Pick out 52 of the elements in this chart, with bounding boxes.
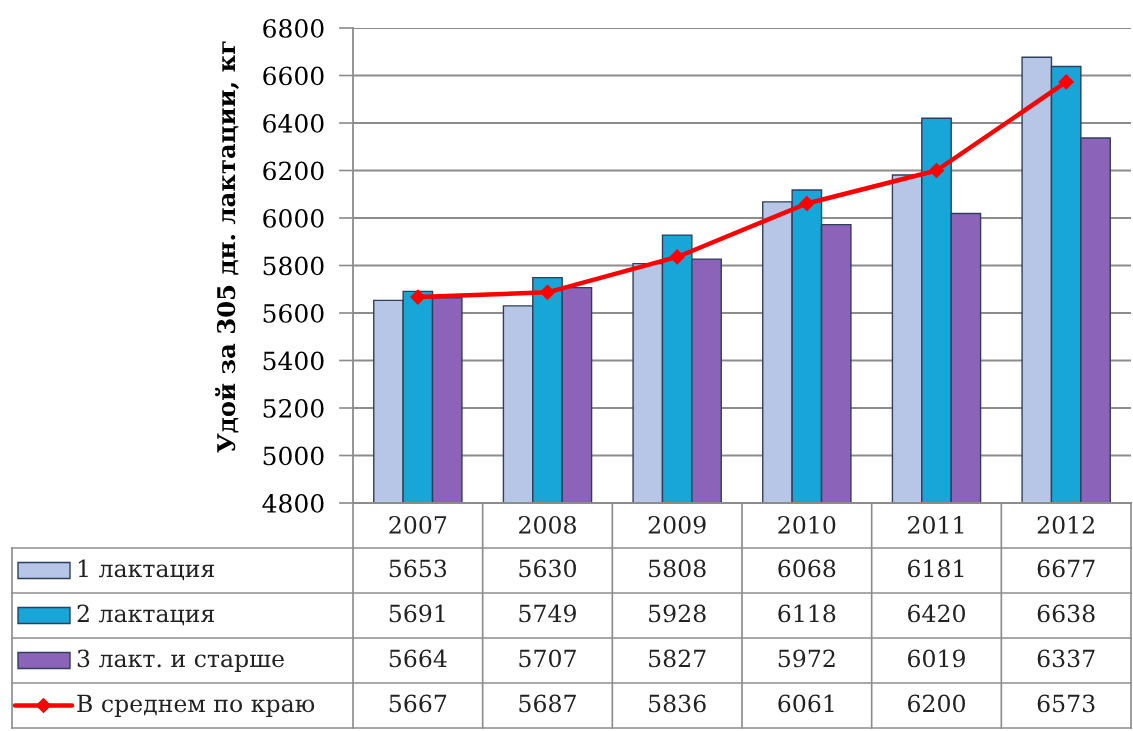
data-label: 5687	[519, 694, 576, 713]
data-label: 6677	[1037, 559, 1095, 578]
y-tick-label: 5600	[263, 303, 324, 323]
data-label: 5749	[519, 604, 576, 623]
point	[539, 284, 556, 300]
data-label: 6337	[1037, 649, 1095, 668]
point	[669, 249, 685, 265]
x-tick-label: 2012	[1037, 515, 1094, 534]
y-tick-label: 5400	[263, 351, 324, 371]
data-label: 6638	[1037, 604, 1095, 623]
data-label: 5808	[649, 559, 706, 578]
y-tick-label: 5000	[263, 446, 324, 466]
y-tick-label: 5200	[263, 398, 324, 418]
data-label: 5707	[519, 649, 576, 668]
point	[1058, 74, 1074, 90]
legend-label: 3 лакт. и старше	[77, 649, 284, 672]
x-tick-label: 2007	[389, 515, 447, 534]
y-tick-label: 6600	[263, 66, 324, 86]
data-label: 6181	[908, 559, 964, 578]
data-label: 5836	[649, 694, 706, 713]
point	[410, 289, 426, 305]
x-tick-label: 2010	[778, 515, 836, 534]
data-label: 5664	[389, 649, 447, 668]
data-label: 5667	[389, 694, 447, 713]
y-tick-label: 4800	[262, 493, 324, 513]
data-label: 6573	[1037, 694, 1095, 713]
y-tick-label: 5800	[263, 256, 324, 276]
x-tick-label: 2008	[519, 515, 576, 534]
y-tick-label: 6400	[263, 113, 324, 133]
data-label: 5972	[778, 649, 835, 668]
y-tick-label: 6800	[263, 18, 324, 38]
data-label: 6068	[778, 559, 836, 578]
y-axis-title: Удой за 305 дн. лактации, кг	[215, 41, 239, 453]
point	[799, 195, 815, 212]
point	[928, 162, 945, 179]
data-label: 6420	[908, 604, 965, 623]
data-label: 6061	[778, 694, 834, 713]
legend-label: 2 лактация	[77, 604, 215, 626]
legend-label: 1 лактация	[78, 559, 215, 581]
y-tick-label: 6000	[263, 208, 324, 228]
y-tick-label: 6200	[263, 161, 324, 181]
data-label: 6118	[778, 604, 836, 623]
data-label: 6019	[908, 649, 965, 668]
data-label: 6200	[908, 694, 965, 713]
x-tick-label: 2009	[648, 515, 706, 534]
data-label: 5691	[389, 604, 445, 623]
data-label: 5653	[389, 559, 447, 578]
x-tick-label: 2011	[908, 515, 964, 534]
data-label: 5630	[519, 559, 576, 578]
data-label: 5827	[649, 649, 706, 668]
legend-label: В среднем по краю	[77, 694, 315, 717]
data-label: 5928	[649, 604, 706, 623]
